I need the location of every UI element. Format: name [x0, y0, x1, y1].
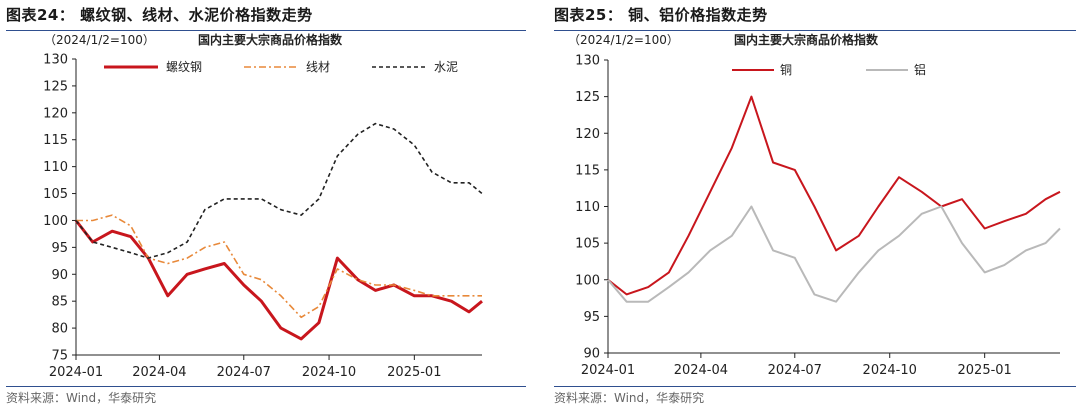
y-tick-label: 80 — [51, 322, 68, 337]
title-rule — [554, 30, 1076, 31]
legend-item: 铜 — [732, 62, 792, 77]
x-tick-label: 2024-10 — [302, 365, 356, 380]
line-chart-steel-cement: （2024/1/2=100） 国内主要大宗商品价格指数 75 80 85 90 95 10… — [43, 32, 483, 380]
footer-rule — [554, 386, 1076, 387]
chart-title: 国内主要大宗商品价格指数 — [198, 32, 343, 47]
y-tick-label: 115 — [575, 163, 600, 178]
y-tick-label: 90 — [51, 268, 68, 283]
legend: 螺纹钢 线材 水泥 — [104, 60, 458, 74]
source-note: 资料来源：Wind，华泰研究 — [6, 391, 157, 405]
x-tick-label: 2024-07 — [768, 363, 822, 378]
y-tick-label: 105 — [575, 237, 600, 252]
legend-label-copper: 铜 — [780, 62, 792, 77]
line-chart-copper-aluminum: （2024/1/2=100） 国内主要大宗商品价格指数 90 95 100 105 11… — [568, 32, 1061, 378]
x-tick-label: 2024-04 — [132, 365, 186, 380]
y-tick-label: 100 — [43, 214, 68, 229]
base-note: （2024/1/2=100） — [44, 33, 155, 47]
series-line-1 — [76, 214, 482, 319]
x-tick-label: 2024-01 — [49, 365, 103, 380]
base-note: （2024/1/2=100） — [568, 33, 679, 47]
series-line-0 — [74, 219, 483, 341]
series-lines — [607, 95, 1061, 303]
y-tick-label: 85 — [51, 295, 68, 310]
y-tick-label: 120 — [43, 106, 68, 121]
axes: 90 95 100 105 110 115 120 125 130 2024-01 2024-04 2… — [575, 54, 1060, 378]
series-lines — [74, 122, 483, 341]
series-line-1 — [607, 205, 1061, 303]
series-line-2 — [75, 122, 483, 259]
y-tick-label: 115 — [43, 133, 68, 148]
y-tick-label: 95 — [51, 241, 68, 256]
legend-label-rebar: 螺纹钢 — [166, 60, 202, 74]
footer-rule — [6, 386, 526, 387]
y-tick-label: 110 — [575, 200, 600, 215]
source-note: 资料来源：Wind，华泰研究 — [554, 391, 705, 405]
chart-title: 国内主要大宗商品价格指数 — [734, 32, 879, 47]
x-tick-label: 2024-01 — [581, 363, 635, 378]
x-tick-label: 2024-04 — [674, 363, 728, 378]
y-tick-label: 120 — [575, 127, 600, 142]
figure-title: 图表25： 铜、铝价格指数走势 — [554, 6, 768, 24]
series-line-0 — [607, 95, 1061, 296]
legend: 铜 铝 — [732, 62, 926, 77]
legend-label-wire-rod: 线材 — [306, 60, 330, 74]
y-tick-label: 90 — [583, 347, 600, 362]
y-tick-label: 130 — [43, 53, 68, 68]
y-tick-label: 75 — [51, 349, 68, 364]
y-tick-label: 105 — [43, 187, 68, 202]
legend-item: 铝 — [866, 62, 926, 77]
y-tick-label: 100 — [575, 273, 600, 288]
figure-title: 图表24： 螺纹钢、线材、水泥价格指数走势 — [6, 6, 313, 24]
y-tick-label: 110 — [43, 160, 68, 175]
legend-item: 水泥 — [372, 60, 458, 74]
legend-item: 螺纹钢 — [104, 60, 202, 74]
x-tick-label: 2025-01 — [387, 365, 441, 380]
y-tick-label: 125 — [575, 90, 600, 105]
y-tick-label: 95 — [583, 310, 600, 325]
x-tick-label: 2025-01 — [958, 363, 1012, 378]
chart-panel-copper-aluminum: 图表25： 铜、铝价格指数走势 （2024/1/2=100） 国内主要大宗商品价… — [548, 0, 1080, 415]
legend-label-cement: 水泥 — [434, 60, 458, 74]
chart-panel-steel-cement: 图表24： 螺纹钢、线材、水泥价格指数走势 （2024/1/2=100） 国内主… — [0, 0, 530, 415]
x-tick-label: 2024-07 — [217, 365, 271, 380]
y-tick-label: 130 — [575, 54, 600, 69]
title-rule — [6, 30, 526, 31]
x-tick-label: 2024-10 — [863, 363, 917, 378]
axes: 75 80 85 90 95 100 105 110 115 120 125 130 2024-01 20… — [43, 53, 482, 380]
legend-item: 线材 — [244, 60, 330, 74]
legend-label-aluminum: 铝 — [914, 62, 926, 77]
y-tick-label: 125 — [43, 79, 68, 94]
